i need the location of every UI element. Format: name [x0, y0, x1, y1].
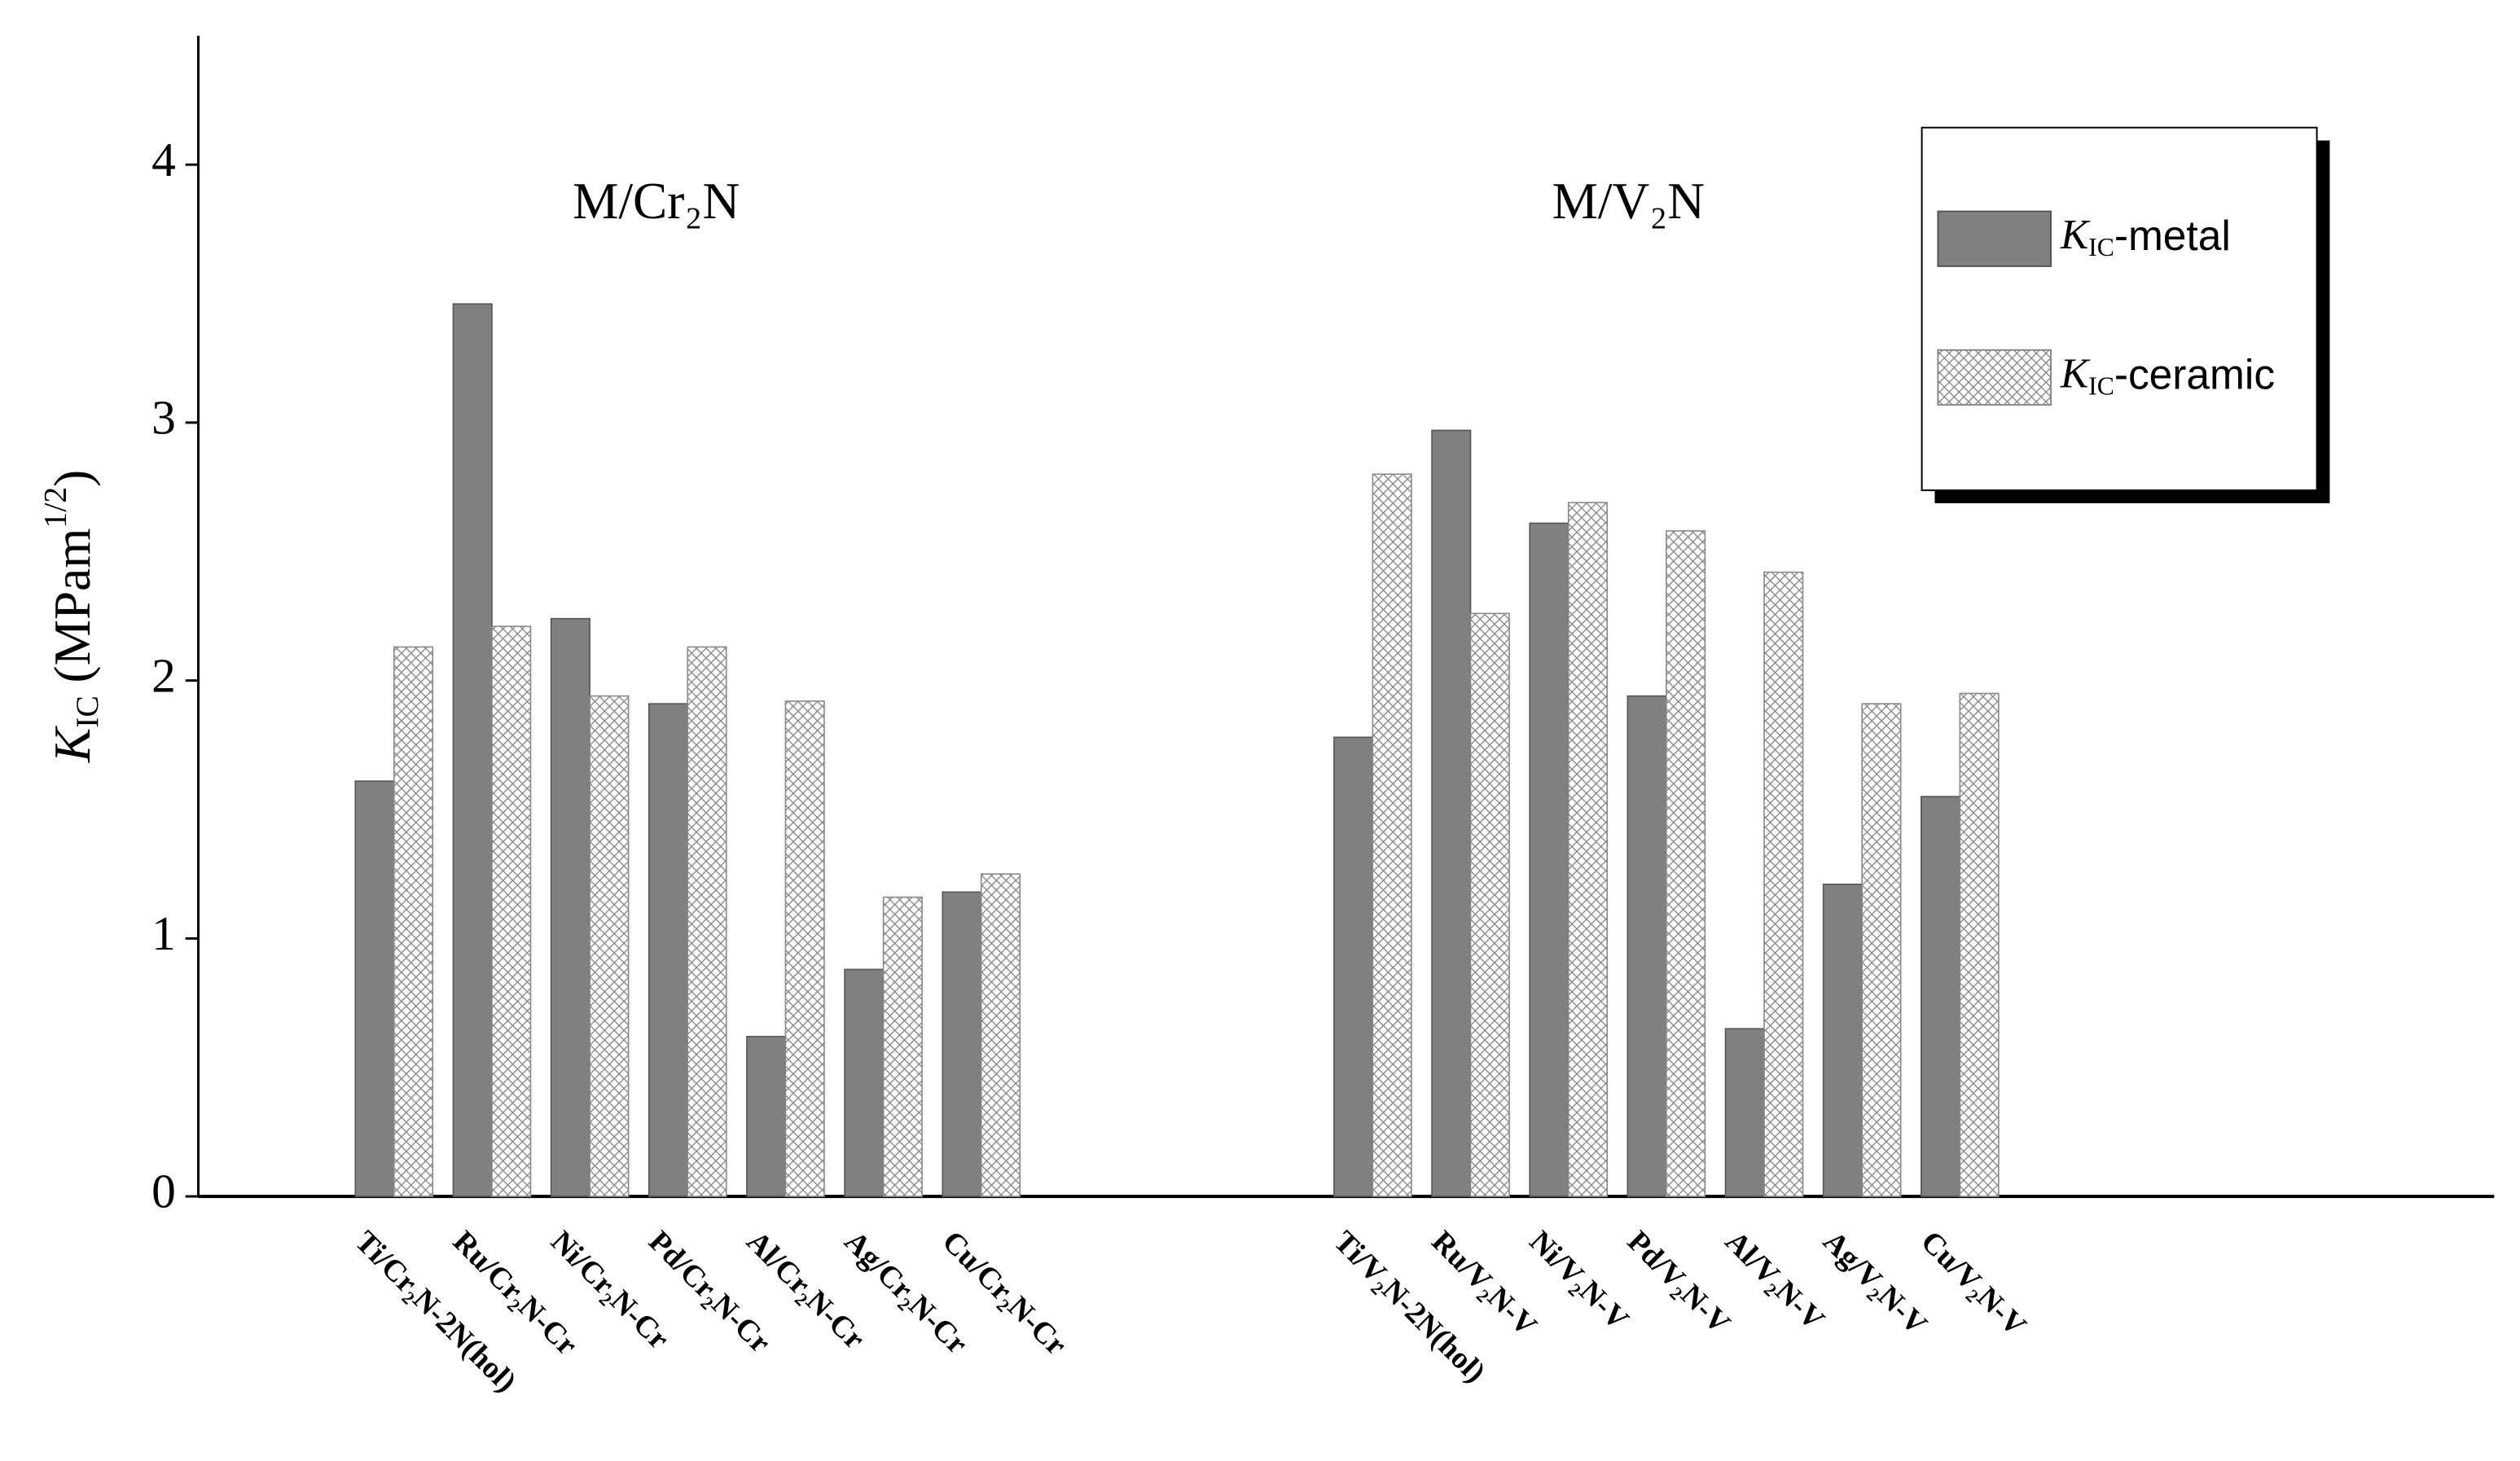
y-tick-label: 2	[151, 648, 176, 702]
y-label-part: (MPam	[44, 528, 101, 695]
legend-label-part: -ceramic	[2114, 350, 2275, 397]
legend-label-part: K	[2060, 350, 2091, 397]
y-tick-label: 1	[151, 906, 176, 960]
legend-label: KIC-ceramic	[2060, 350, 2275, 401]
group-label: M/Cr₂N	[573, 173, 740, 230]
bar	[491, 625, 532, 1197]
x-tick-label: Ag/V₂N-V	[1816, 1224, 1934, 1341]
y-tick-label: 4	[151, 133, 176, 186]
bar	[746, 1035, 787, 1197]
legend	[1921, 126, 2318, 492]
bar	[1372, 473, 1412, 1197]
legend-label-part: IC	[2088, 372, 2114, 401]
bar	[1627, 695, 1667, 1197]
bar	[452, 303, 493, 1197]
bar	[1861, 703, 1902, 1197]
y-label-part: K	[44, 726, 101, 763]
bar	[784, 700, 825, 1197]
y-axis-label: KIC (MPam1/2)	[37, 470, 105, 763]
y-tick-label: 0	[151, 1165, 176, 1218]
legend-label-part: IC	[2088, 233, 2114, 261]
bar	[1921, 796, 1961, 1197]
bar	[648, 703, 689, 1197]
x-tick-label: Pd/V₂N-V	[1621, 1224, 1737, 1340]
bar	[882, 896, 923, 1197]
y-tick-label: 3	[151, 391, 176, 445]
bar	[1666, 530, 1706, 1197]
bar	[687, 646, 727, 1197]
x-tick-label: Cu/V₂N-V	[1914, 1224, 2033, 1343]
bar	[1822, 884, 1863, 1197]
legend-label-part: K	[2060, 212, 2091, 258]
bar	[1431, 429, 1472, 1197]
bar	[942, 891, 982, 1197]
bar	[1567, 502, 1608, 1197]
x-tick-label: Al/V₂N-V	[1719, 1224, 1831, 1336]
bar	[844, 968, 885, 1197]
bar	[1959, 692, 2000, 1197]
legend-label-part: -metal	[2114, 212, 2231, 259]
group-label: M/V₂N	[1552, 173, 1705, 230]
bar	[550, 617, 590, 1197]
bar	[1333, 736, 1374, 1197]
bar	[980, 873, 1021, 1197]
bar	[1529, 522, 1570, 1197]
legend-label: KIC-metal	[2060, 212, 2231, 262]
bar	[589, 695, 630, 1197]
bar	[1724, 1028, 1765, 1197]
legend-swatch	[1937, 210, 2052, 267]
y-label-part: 1/2	[37, 487, 72, 529]
bar	[354, 780, 395, 1197]
bar	[393, 646, 434, 1197]
y-label-part: IC	[69, 695, 105, 728]
bar	[1763, 571, 1804, 1197]
legend-swatch	[1937, 349, 2052, 406]
bar	[1469, 612, 1510, 1197]
y-label-part: )	[44, 470, 101, 487]
